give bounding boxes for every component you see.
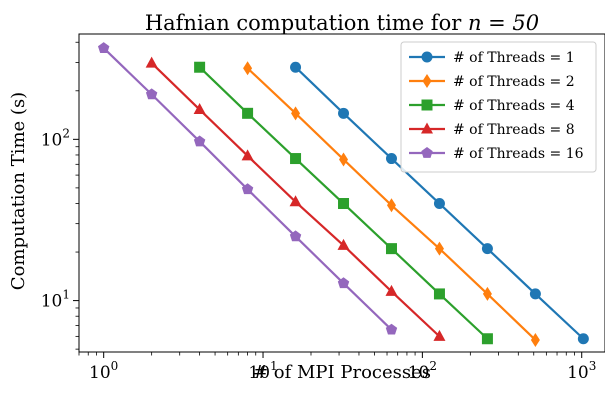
legend-entry: # of Threads = 8 bbox=[409, 122, 575, 138]
legend: # of Threads = 1 # of Threads = 2 # of Thr… bbox=[400, 41, 597, 173]
x-tick-label: 101 bbox=[248, 359, 277, 383]
data-point bbox=[290, 61, 302, 73]
x-tick-label-base: 10 bbox=[408, 363, 430, 383]
data-point bbox=[193, 135, 206, 147]
legend-entry: # of Threads = 1 bbox=[409, 50, 575, 66]
chart-title: Hafnian computation time for n = 50 bbox=[145, 11, 539, 35]
data-point bbox=[434, 241, 444, 256]
data-point bbox=[337, 277, 350, 289]
data-point bbox=[481, 333, 493, 345]
data-point bbox=[339, 152, 349, 167]
data-point bbox=[385, 153, 397, 165]
chart-title-math: n = 50 bbox=[468, 11, 539, 35]
x-tick-label-base: 10 bbox=[89, 363, 111, 383]
series-layer bbox=[97, 42, 589, 347]
legend-label: # of Threads = 16 bbox=[453, 146, 584, 162]
series-3 bbox=[194, 61, 493, 345]
data-point bbox=[241, 149, 254, 161]
data-point bbox=[529, 288, 541, 300]
x-tick-label-exponent: 0 bbox=[111, 359, 119, 373]
x-tick-label: 102 bbox=[408, 359, 437, 383]
legend-entry: # of Threads = 2 bbox=[409, 74, 575, 90]
legend-entry: # of Threads = 4 bbox=[409, 98, 575, 114]
series-2 bbox=[243, 61, 540, 347]
data-point bbox=[241, 183, 254, 195]
data-point bbox=[433, 198, 445, 210]
x-tick-label-exponent: 2 bbox=[429, 359, 437, 373]
data-point bbox=[194, 61, 206, 73]
y-tick-label: 101 bbox=[41, 288, 70, 312]
y-axis-label: Computation Time (s) bbox=[8, 92, 29, 290]
data-point bbox=[481, 243, 493, 255]
legend-marker bbox=[421, 51, 433, 63]
x-tick-label: 103 bbox=[567, 359, 596, 383]
legend-label: # of Threads = 1 bbox=[453, 50, 575, 66]
data-point bbox=[433, 288, 445, 300]
legend-entry: # of Threads = 16 bbox=[409, 146, 584, 162]
legend-label: # of Threads = 4 bbox=[453, 98, 575, 114]
data-point bbox=[289, 230, 302, 242]
y-tick-label-base: 10 bbox=[41, 130, 63, 150]
plot-frame bbox=[78, 33, 605, 353]
y-tick-label-exponent: 1 bbox=[62, 288, 70, 302]
data-point bbox=[577, 333, 589, 345]
y-tick-label-base: 10 bbox=[41, 292, 63, 312]
legend-label: # of Threads = 2 bbox=[453, 74, 575, 90]
data-point bbox=[482, 286, 492, 301]
data-point bbox=[291, 106, 301, 121]
legend-box bbox=[400, 41, 597, 173]
x-tick-label-base: 10 bbox=[248, 363, 270, 383]
y-tick-label: 102 bbox=[41, 126, 70, 150]
data-point bbox=[243, 61, 253, 76]
legend-label: # of Threads = 8 bbox=[453, 122, 575, 138]
data-point bbox=[337, 238, 350, 250]
series-5 bbox=[97, 42, 398, 335]
x-tick-label-exponent: 3 bbox=[589, 359, 597, 373]
data-point bbox=[385, 284, 398, 296]
data-point bbox=[385, 323, 398, 335]
chart-title-text: Hafnian computation time for bbox=[145, 11, 462, 35]
data-point bbox=[145, 56, 158, 68]
x-axis-label: # of MPI Processes bbox=[253, 362, 431, 383]
data-point bbox=[338, 107, 350, 119]
legend-marker bbox=[421, 122, 433, 134]
series-4 bbox=[145, 56, 446, 341]
data-point bbox=[433, 329, 446, 341]
data-point bbox=[97, 42, 110, 53]
data-point bbox=[530, 332, 540, 347]
data-point bbox=[193, 103, 206, 115]
x-tick-label-base: 10 bbox=[567, 363, 589, 383]
data-point bbox=[338, 198, 350, 210]
data-point bbox=[145, 88, 158, 100]
x-tick-label: 100 bbox=[89, 359, 118, 383]
legend-marker bbox=[421, 147, 433, 158]
data-point bbox=[289, 195, 302, 207]
series-1 bbox=[290, 61, 589, 345]
data-point bbox=[386, 198, 396, 213]
legend-marker bbox=[421, 99, 433, 111]
legend-marker bbox=[422, 74, 432, 88]
x-tick-label-exponent: 1 bbox=[270, 359, 278, 373]
data-point bbox=[290, 153, 302, 165]
y-tick-label-exponent: 2 bbox=[62, 126, 70, 140]
data-point bbox=[242, 107, 254, 119]
data-point bbox=[385, 243, 397, 255]
